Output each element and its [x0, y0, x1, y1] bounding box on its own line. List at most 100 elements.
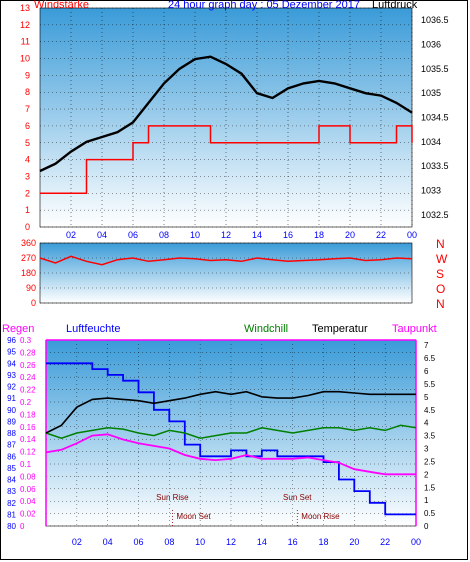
astro-annotation: Moon Rise — [301, 512, 340, 521]
compass-label: O — [436, 282, 445, 296]
humidity-tick-label: 82 — [7, 499, 16, 508]
wind-tick-label: 0 — [25, 222, 30, 232]
x-tick-label: 16 — [288, 537, 298, 547]
humidity-tick-label: 93 — [7, 371, 16, 380]
wind-tick-label: 6 — [25, 121, 30, 131]
direction-panel-bg — [39, 242, 413, 304]
humidity-tick-label: 90 — [7, 406, 16, 415]
humidity-tick-label: 81 — [7, 510, 16, 519]
direction-series — [39, 255, 413, 266]
wind-tick-label: 4 — [25, 155, 30, 165]
temperature-tick-label: 5 — [424, 393, 429, 402]
astro-annotation: Moon Set — [176, 512, 211, 521]
humidity-tick-label: 94 — [7, 359, 16, 368]
x-tick-label: 06 — [133, 537, 143, 547]
humidity-tick-label: 87 — [7, 441, 16, 450]
pressure-tick-label: 1033.5 — [421, 161, 449, 171]
rain-tick-label: 0.3 — [20, 336, 32, 345]
x-tick-label: 18 — [314, 230, 324, 240]
wind-tick-label: 3 — [25, 171, 30, 181]
humidity-tick-label: 80 — [7, 522, 16, 531]
compass-label: W — [436, 252, 448, 266]
x-tick-label: 10 — [195, 537, 205, 547]
pressure-axis-title: Luftdruck — [372, 0, 418, 11]
humidity-tick-label: 83 — [7, 487, 16, 496]
rain-tick-label: 0.18 — [20, 410, 36, 419]
wind-tick-label: 5 — [25, 138, 30, 148]
temperature-tick-label: 4 — [424, 419, 429, 428]
x-tick-label: 12 — [226, 537, 236, 547]
temperature-tick-label: 6 — [424, 367, 429, 376]
wind-series — [40, 125, 413, 195]
x-tick-label: 22 — [376, 230, 386, 240]
humidity-tick-label: 91 — [7, 394, 16, 403]
rain-tick-label: 0.06 — [20, 485, 36, 494]
x-tick-label: 14 — [257, 537, 267, 547]
x-tick-label: 08 — [159, 230, 169, 240]
wind-tick-label: 8 — [25, 87, 30, 97]
temperature-tick-label: 3.5 — [424, 432, 436, 441]
rain-tick-label: 0.14 — [20, 435, 36, 444]
x-tick-label: 04 — [97, 230, 107, 240]
temperature-tick-label: 6.5 — [424, 354, 436, 363]
x-tick-label: 20 — [345, 230, 355, 240]
direction-tick-label: 270 — [21, 253, 36, 263]
pressure-tick-label: 1036 — [421, 40, 441, 50]
humidity-tick-label: 88 — [7, 429, 16, 438]
humidity-tick-label: 86 — [7, 452, 16, 461]
temperature-tick-label: 2 — [424, 470, 429, 479]
pressure-tick-label: 1032.5 — [421, 210, 449, 220]
rain-tick-label: 0.22 — [20, 386, 36, 395]
temperature-tick-label: 5.5 — [424, 380, 436, 389]
wind-tick-label: 12 — [20, 20, 30, 30]
rain-tick-label: 0.16 — [20, 423, 36, 432]
dewpoint-label: Taupunkt — [392, 323, 437, 335]
astro-annotation: Sun Set — [283, 493, 312, 502]
x-tick-label: 14 — [252, 230, 262, 240]
direction-tick-label: 0 — [31, 298, 36, 308]
temperature-tick-label: 7 — [424, 341, 429, 350]
windchill-label: Windchill — [244, 323, 288, 335]
temperature-tick-label: 0.5 — [424, 509, 436, 518]
wind-tick-label: 7 — [25, 104, 30, 114]
pressure-tick-label: 1034 — [421, 137, 441, 147]
dewpoint-series — [45, 433, 416, 476]
x-tick-label: 00 — [411, 537, 421, 547]
astro-annotation: Sun Rise — [156, 493, 189, 502]
wind-tick-label: 1 — [25, 205, 30, 215]
x-tick-label: 00 — [407, 230, 417, 240]
rain-tick-label: 0.02 — [20, 510, 36, 519]
humidity-axis-title: Luftfeuchte — [66, 323, 120, 335]
humidity-tick-label: 84 — [7, 476, 16, 485]
chart-title: 24 hour graph day : 05 Dezember 2017 — [168, 0, 360, 11]
compass-label: S — [436, 267, 444, 281]
rain-tick-label: 0.26 — [20, 361, 36, 370]
pressure-tick-label: 1033 — [421, 186, 441, 196]
wind-tick-label: 2 — [25, 188, 30, 198]
direction-tick-label: 360 — [21, 238, 36, 248]
humidity-tick-label: 89 — [7, 417, 16, 426]
rain-tick-label: 0.08 — [20, 472, 36, 481]
rain-tick-label: 0.1 — [20, 460, 32, 469]
pressure-tick-label: 1035.5 — [421, 64, 449, 74]
temperature-series — [45, 390, 416, 434]
temperature-tick-label: 2.5 — [424, 457, 436, 466]
pressure-tick-label: 1036.5 — [421, 15, 449, 25]
rain-tick-label: 0 — [20, 522, 25, 531]
x-tick-label: 22 — [380, 537, 390, 547]
rain-axis-title: Regen — [2, 323, 34, 335]
temperature-tick-label: 1.5 — [424, 483, 436, 492]
pressure-series — [39, 55, 413, 173]
x-tick-label: 10 — [190, 230, 200, 240]
temperature-tick-label: 1 — [424, 496, 429, 505]
rain-tick-label: 0.24 — [20, 373, 36, 382]
rain-tick-label: 0.04 — [20, 497, 36, 506]
wind-tick-label: 11 — [21, 37, 30, 47]
x-tick-label: 18 — [318, 537, 328, 547]
wind-axis-title: Windstärke — [34, 0, 89, 11]
wind-tick-label: 13 — [20, 3, 30, 13]
rain-tick-label: 0.28 — [20, 348, 36, 357]
humidity-tick-label: 85 — [7, 464, 16, 473]
temperature-tick-label: 3 — [424, 445, 429, 454]
